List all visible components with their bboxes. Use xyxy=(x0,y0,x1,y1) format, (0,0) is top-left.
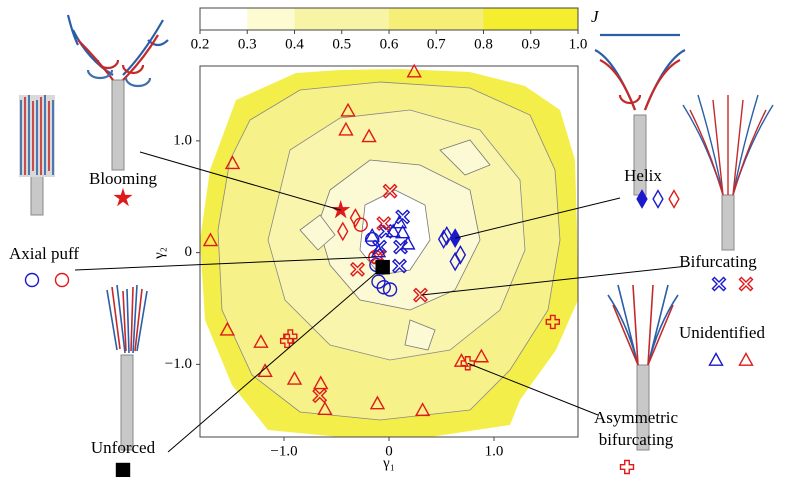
data-point xyxy=(349,208,362,228)
data-point xyxy=(337,221,349,242)
data-point xyxy=(338,121,354,136)
colorbar-band xyxy=(483,8,578,30)
colorbar-tick-label: 0.7 xyxy=(427,36,446,52)
data-point xyxy=(317,401,333,415)
colorbar-band xyxy=(247,8,295,30)
legend-symbol xyxy=(113,187,133,207)
data-point xyxy=(286,370,303,385)
data-point xyxy=(394,224,411,239)
colorbar-tick-label: 0.4 xyxy=(285,36,304,52)
data-point xyxy=(393,239,409,255)
colorbar-tick-label: 0.9 xyxy=(521,36,540,52)
data-point xyxy=(391,214,408,229)
legend-label: Asymmetric bifurcating xyxy=(594,408,678,449)
data-point xyxy=(382,183,398,199)
data-point xyxy=(364,227,380,242)
legend-symbol xyxy=(115,462,131,477)
colorbar-tick-label: 0.8 xyxy=(474,36,493,52)
data-point xyxy=(353,217,368,232)
annotation-line xyxy=(467,362,599,416)
y-tick-label: −1.0 xyxy=(165,356,192,372)
colorbar-tick-label: 0.5 xyxy=(332,36,351,52)
colorbar-band xyxy=(200,8,248,30)
colorbar-tick-label: 1.0 xyxy=(569,36,588,52)
data-point xyxy=(406,63,422,78)
contour-field xyxy=(200,69,578,437)
colorbar-band xyxy=(294,8,389,30)
data-point xyxy=(365,232,380,247)
legend-label: Helix xyxy=(624,166,662,185)
colorbar-tick-label: 0.6 xyxy=(380,36,399,52)
y-axis-label: γ₂ xyxy=(151,247,167,260)
legend-symbol xyxy=(711,276,727,292)
data-point xyxy=(283,329,298,344)
legend-symbol xyxy=(636,189,648,209)
colorbar-tick-label: 0.3 xyxy=(238,36,257,52)
data-point xyxy=(370,243,387,258)
data-point xyxy=(382,282,398,297)
data-point xyxy=(219,321,235,336)
x-tick-label: 0 xyxy=(385,443,393,459)
data-point xyxy=(361,128,377,143)
legend-symbol xyxy=(708,352,724,366)
annotation-line xyxy=(167,266,384,453)
data-point xyxy=(331,200,351,219)
data-point xyxy=(460,356,475,371)
data-point xyxy=(253,334,269,348)
legend-label: Blooming xyxy=(89,169,158,188)
legend-symbol xyxy=(652,189,664,209)
data-point xyxy=(340,102,356,117)
data-point xyxy=(350,261,365,277)
legend-label: Unidentified xyxy=(679,323,765,342)
legend-label: Axial puff xyxy=(9,244,79,263)
legend-symbol xyxy=(668,189,680,209)
jet-images xyxy=(19,14,774,451)
data-point xyxy=(376,280,391,295)
data-point xyxy=(202,232,219,247)
x-tick-label: −1.0 xyxy=(270,443,297,459)
x-tick-label: 1.0 xyxy=(485,443,504,459)
annotation-line xyxy=(455,197,621,239)
legend-label: Bifurcating xyxy=(679,252,757,271)
annotation-line xyxy=(420,265,689,296)
y-tick-label: 0 xyxy=(185,244,193,260)
data-point xyxy=(449,251,461,272)
data-point xyxy=(312,388,328,404)
annotation-line xyxy=(74,256,376,271)
colorbar-label: J xyxy=(591,7,600,26)
y-tick-label: 1.0 xyxy=(173,132,192,148)
data-point xyxy=(385,223,401,238)
data-point xyxy=(313,375,329,390)
data-point xyxy=(473,348,490,363)
legend-symbol xyxy=(738,352,754,366)
legend-symbol xyxy=(54,272,70,288)
legend-symbol xyxy=(738,276,754,292)
x-axis-label: γ₁ xyxy=(382,455,395,471)
annotation-line xyxy=(139,151,341,211)
data-point xyxy=(369,395,386,410)
legend-label: Unforced xyxy=(91,438,156,457)
data-point xyxy=(441,226,453,246)
colorbar-band xyxy=(389,8,484,30)
legend-symbol xyxy=(619,459,635,475)
colorbar-tick-label: 0.2 xyxy=(191,36,210,52)
data-point xyxy=(400,235,416,250)
legend-symbol xyxy=(24,272,40,288)
data-point xyxy=(371,274,386,289)
data-point xyxy=(413,287,428,303)
data-point xyxy=(454,245,467,265)
data-point xyxy=(257,363,273,377)
data-point xyxy=(392,258,407,274)
data-point xyxy=(414,402,431,417)
data-point xyxy=(437,229,450,250)
data-point xyxy=(545,314,560,330)
data-point xyxy=(224,155,241,170)
data-point xyxy=(376,216,392,232)
